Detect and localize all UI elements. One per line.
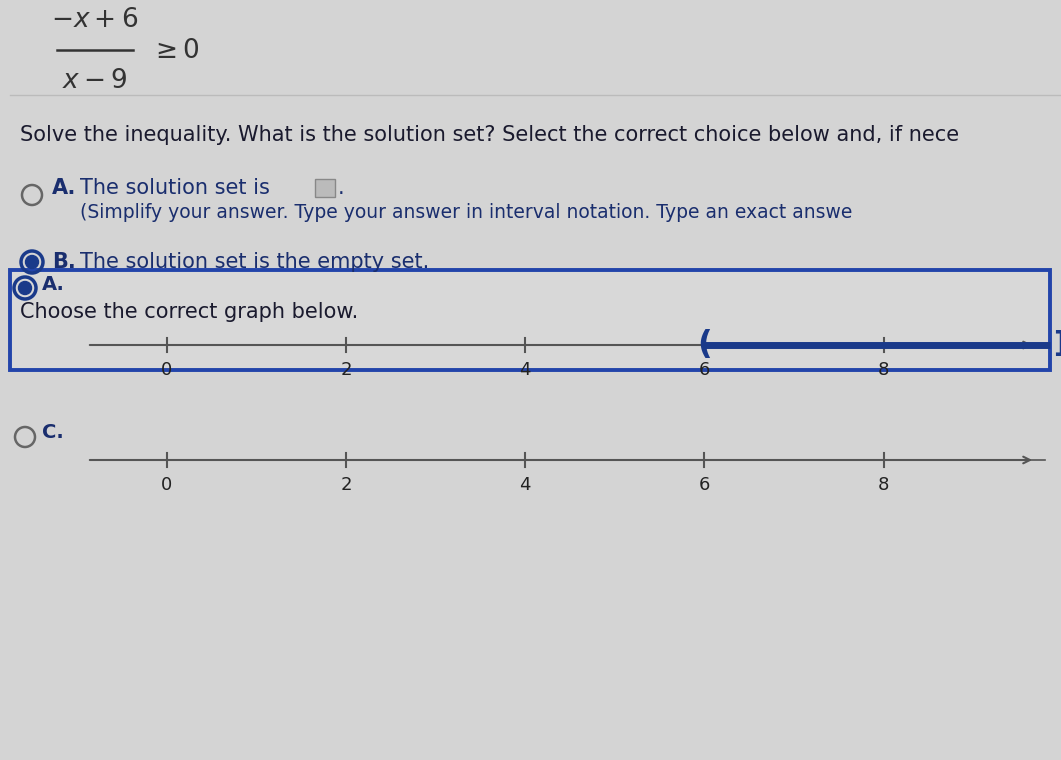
- Text: 0: 0: [161, 361, 172, 379]
- Text: Choose the correct graph below.: Choose the correct graph below.: [20, 302, 359, 322]
- Text: A.: A.: [52, 178, 76, 198]
- Bar: [315, 179, 335, 197]
- Text: The solution set is the empty set.: The solution set is the empty set.: [80, 252, 430, 272]
- Text: The solution set is: The solution set is: [80, 178, 269, 198]
- Text: Solve the inequality. What is the solution set? Select the correct choice below : Solve the inequality. What is the soluti…: [20, 125, 959, 145]
- Text: 8: 8: [879, 361, 889, 379]
- Text: A.: A.: [42, 274, 65, 293]
- Text: $-x+6$: $-x+6$: [51, 7, 139, 32]
- Text: 2: 2: [341, 476, 351, 494]
- Text: 8: 8: [879, 476, 889, 494]
- Text: C.: C.: [42, 423, 64, 442]
- Text: 4: 4: [520, 361, 530, 379]
- Text: B.: B.: [52, 252, 75, 272]
- Bar: [10, 270, 1050, 370]
- Text: 2: 2: [341, 361, 351, 379]
- Circle shape: [18, 281, 32, 295]
- Text: 6: 6: [699, 361, 710, 379]
- Text: $x-9$: $x-9$: [63, 68, 127, 93]
- Text: 0: 0: [161, 476, 172, 494]
- Text: 4: 4: [520, 476, 530, 494]
- Circle shape: [25, 255, 38, 268]
- Text: $\geq 0$: $\geq 0$: [150, 37, 199, 62]
- Text: .: .: [338, 178, 345, 198]
- Text: 6: 6: [699, 476, 710, 494]
- Text: ]: ]: [1053, 330, 1061, 358]
- Text: (: (: [697, 328, 712, 359]
- Text: (Simplify your answer. Type your answer in interval notation. Type an exact answ: (Simplify your answer. Type your answer …: [80, 202, 852, 221]
